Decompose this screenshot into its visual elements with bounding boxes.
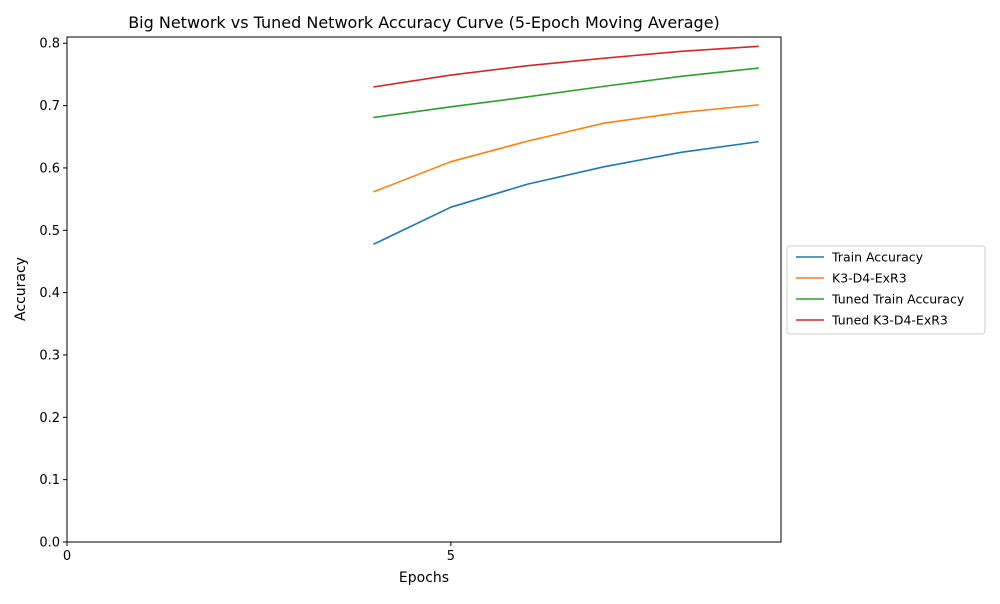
- x-axis-label: Epochs: [399, 570, 449, 586]
- series-line-1: [373, 140, 759, 246]
- plot-frame: [66, 36, 782, 543]
- y-tick-label: 0.3: [39, 348, 60, 363]
- series-line-4: [373, 45, 759, 88]
- x-tick-label: 5: [447, 549, 455, 564]
- y-axis-ticks: 0.0 0.1 0.2 0.3 0.4 0.5 0.6 0.7 0.8: [39, 37, 67, 551]
- y-axis-label: Accuracy: [13, 257, 29, 321]
- legend-items: Train Accuracy K3-D4-ExR3 Tuned Train Accu…: [796, 250, 965, 328]
- legend-label: Train Accuracy: [831, 250, 924, 265]
- y-tick-label: 0.7: [39, 99, 60, 114]
- legend-label: Tuned Train Accuracy: [831, 292, 965, 307]
- y-tick-label: 0.0: [39, 536, 60, 551]
- series-lines: [373, 45, 759, 246]
- x-tick-label: 0: [63, 549, 71, 564]
- legend-label: Tuned K3-D4-ExR3: [831, 313, 948, 328]
- y-tick-label: 0.6: [39, 161, 60, 176]
- legend-box: [786, 245, 986, 335]
- y-tick-label: 0.8: [39, 37, 60, 52]
- y-tick-label: 0.2: [39, 411, 60, 426]
- y-tick-label: 0.4: [39, 286, 60, 301]
- series-line-2: [373, 104, 759, 193]
- legend: Train Accuracy K3-D4-ExR3 Tuned Train Accu…: [786, 245, 986, 335]
- y-tick-label: 0.1: [39, 473, 60, 488]
- legend-label: K3-D4-ExR3: [832, 271, 907, 286]
- series-line-3: [373, 67, 759, 119]
- y-tick-label: 0.5: [39, 224, 60, 239]
- chart-title: Big Network vs Tuned Network Accuracy Cu…: [128, 13, 720, 32]
